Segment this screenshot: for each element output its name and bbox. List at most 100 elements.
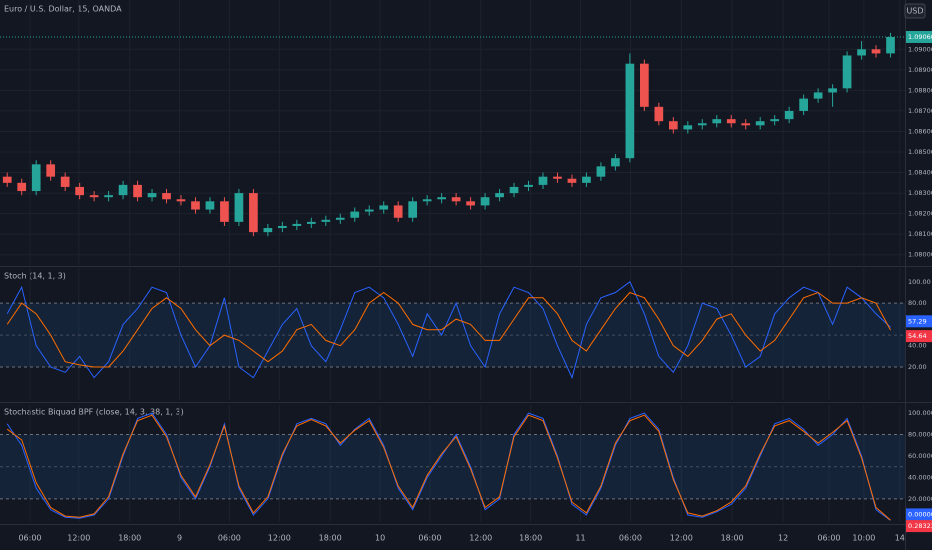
candle-body [162, 193, 171, 200]
y-tick-label: 1.08000 [908, 251, 932, 259]
candle-body [437, 197, 446, 200]
x-tick-label: 18:00 [118, 534, 141, 543]
candle-body [654, 106, 664, 122]
candle-body [495, 193, 504, 198]
candle-body [466, 201, 475, 206]
last-value-box [906, 30, 932, 43]
x-tick-label: 06:00 [418, 534, 441, 543]
candle-body [640, 63, 649, 107]
candle-body [46, 164, 56, 177]
last-value-label: 54.64 [908, 332, 927, 340]
x-tick-label: 18:00 [319, 534, 342, 543]
indicator-line [6, 281, 891, 380]
y-tick-label: 20.000000 [908, 495, 932, 503]
candle-body [799, 98, 808, 111]
candle-body [306, 221, 316, 224]
candle-body [755, 121, 765, 126]
candle-body [697, 123, 707, 126]
y-tick-label: 1.08200 [908, 210, 932, 218]
candle-body [582, 176, 591, 183]
last-value-label: 57.29 [908, 317, 927, 325]
candle-body [31, 164, 41, 192]
y-tick-label: 1.08600 [908, 127, 932, 135]
candle-body [393, 205, 403, 218]
x-tick-label: 06:00 [218, 534, 241, 543]
candle-body [17, 182, 27, 192]
y-tick-label: 100.000000 [908, 409, 932, 417]
x-tick-label: 06:00 [817, 534, 840, 543]
last-value-box [906, 315, 932, 328]
x-tick-label: 06:00 [619, 534, 642, 543]
candle-body [828, 88, 837, 93]
candle-body [611, 158, 620, 167]
x-tick-label: 12:00 [67, 534, 90, 543]
candle-body [553, 176, 562, 179]
candle-body [596, 166, 606, 177]
candle-body [668, 121, 678, 130]
candle-body [263, 228, 273, 233]
x-tick-label: 10 [375, 534, 385, 543]
x-tick-label: 10:00 [852, 534, 875, 543]
currency-label[interactable]: USD [906, 7, 923, 16]
candle-body [379, 205, 389, 210]
candle-body [509, 186, 519, 194]
x-tick-label: 9 [177, 534, 182, 543]
x-tick-label: 12:00 [670, 534, 693, 543]
x-tick-label: 14 [895, 534, 905, 543]
x-tick-label: 11 [575, 534, 585, 543]
y-tick-label: 40.000000 [908, 473, 932, 481]
y-tick-label: 20.00 [908, 363, 927, 371]
y-tick-label: 1.08800 [908, 86, 932, 94]
last-value-label: 1.09060 [908, 33, 932, 41]
candle-body [278, 225, 287, 229]
symbol-title: Euro / U.S. Dollar, 15, OANDA [4, 5, 122, 14]
y-tick-label: 1.09000 [908, 45, 932, 53]
candle-body [857, 49, 866, 56]
candle-body [364, 209, 374, 212]
candle-body [2, 176, 12, 183]
candle-body [842, 55, 852, 89]
candle-body [75, 186, 84, 196]
last-value-box [906, 508, 932, 521]
x-tick-label: 18:00 [721, 534, 744, 543]
x-tick-label: 12:00 [268, 534, 291, 543]
candle-body [133, 184, 142, 198]
y-tick-label: 80.000000 [908, 431, 932, 439]
x-tick-label: 18:00 [519, 534, 542, 543]
y-tick-label: 1.08100 [908, 230, 932, 238]
indicator-line [6, 414, 891, 521]
y-tick-label: 60.000000 [908, 452, 932, 460]
indicator-title: Stochastic Biquad BPF (close, 14, 3, 38,… [4, 408, 184, 417]
currency-button[interactable] [904, 3, 926, 19]
candle-body [408, 201, 418, 218]
candle-body [712, 119, 722, 124]
candle-body [335, 217, 345, 220]
candle-body [422, 199, 432, 202]
candle-body [726, 119, 736, 124]
indicator-title: Stoch (14, 1, 3) [4, 272, 66, 281]
y-tick-label: 40.00 [908, 342, 927, 350]
candle-body [89, 195, 99, 198]
candle-body [176, 199, 186, 202]
y-tick-label: 1.08400 [908, 169, 932, 177]
candle-body [234, 193, 244, 222]
y-tick-label: 80.00 [908, 299, 927, 307]
candle-body [480, 197, 490, 206]
candle-body [220, 201, 229, 222]
candle-body [292, 223, 302, 226]
candle-body [813, 92, 823, 99]
candle-body [683, 125, 693, 130]
y-tick-label: 1.08900 [908, 66, 932, 74]
candle-body [451, 197, 461, 202]
last-value-box [906, 520, 932, 533]
y-tick-label: 1.08500 [908, 148, 932, 156]
y-tick-label: 1.08700 [908, 107, 932, 115]
candle-body [104, 195, 113, 198]
candle-body [205, 201, 215, 210]
y-tick-label: 1.08300 [908, 189, 932, 197]
indicator-line [6, 291, 891, 368]
candle-body [60, 176, 70, 187]
last-value-label: 0.283234 [908, 522, 932, 530]
last-value-box [906, 330, 932, 343]
candle-body [871, 49, 881, 54]
